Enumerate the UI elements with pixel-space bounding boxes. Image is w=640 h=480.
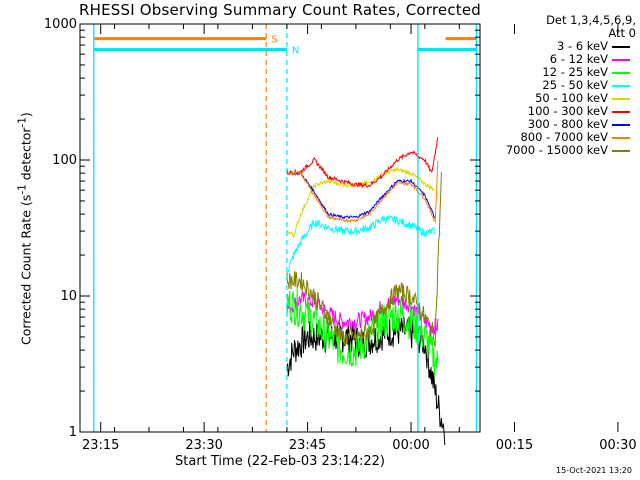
y-tick-label-2: 10 <box>60 289 77 304</box>
legend-entry-label: 25 - 50 keV <box>542 78 608 92</box>
legend-entry-swatch <box>612 98 630 100</box>
x-tick-label-2: 23:30 <box>185 438 222 453</box>
legend-entry-label: 50 - 100 keV <box>535 91 608 105</box>
x-tick-label-6: 00:30 <box>599 438 636 453</box>
marker-label-s: S <box>271 35 277 46</box>
legend-entry-2: 6 - 12 keV <box>478 53 636 66</box>
legend-entry-swatch <box>612 111 630 113</box>
y-tick-label-3: 100 <box>52 153 77 168</box>
legend-entry-8: 800 - 7000 keV <box>478 131 636 144</box>
x-tick-label-1: 23:15 <box>82 438 119 453</box>
legend-entry-swatch <box>612 85 630 87</box>
series-trace-2 <box>286 290 439 335</box>
legend-entry-label: 12 - 25 keV <box>542 65 608 79</box>
legend-entry-swatch <box>612 46 630 48</box>
legend-entry-label: 7000 - 15000 keV <box>505 143 608 157</box>
legend-entry-swatch <box>612 124 630 126</box>
timestamp-footer: 15-Oct-2021 13:20 <box>556 466 632 475</box>
x-tick-label-4: 00:00 <box>392 438 429 453</box>
legend-entry-swatch <box>612 59 630 61</box>
y-tick-label-4: 1000 <box>44 17 77 32</box>
legend-entry-6: 100 - 300 keV <box>478 105 636 118</box>
series-trace-3 <box>286 288 439 377</box>
legend-header-line-2: Att 0 <box>608 26 636 40</box>
series-trace-9 <box>286 172 442 348</box>
legend-entry-4: 25 - 50 keV <box>478 79 636 92</box>
legend: Det 1,3,4,5,6,9, Att 0 3 - 6 keV 6 - 12 k… <box>478 14 636 157</box>
x-axis-label: Start Time (22-Feb-03 23:14:22) <box>175 454 385 469</box>
x-tick-label-5: 00:15 <box>496 438 533 453</box>
marker-label-n: N <box>292 45 299 56</box>
legend-entry-swatch <box>612 72 630 74</box>
legend-entry-label: 6 - 12 keV <box>549 52 608 66</box>
legend-entry-3: 12 - 25 keV <box>478 66 636 79</box>
series-trace-6 <box>286 136 439 189</box>
legend-header-line-1: Det 1,3,4,5,6,9, <box>546 13 636 27</box>
series-trace-4 <box>286 214 435 275</box>
legend-entry-swatch <box>612 137 630 139</box>
legend-entry-swatch <box>612 150 630 152</box>
chart-title: RHESSI Observing Summary Count Rates, Co… <box>78 1 481 19</box>
legend-entry-7: 300 - 800 keV <box>478 118 636 131</box>
plot-frame <box>79 23 481 433</box>
legend-entry-label: 100 - 300 keV <box>527 104 608 118</box>
legend-entry-label: 300 - 800 keV <box>527 117 608 131</box>
x-tick-label-3: 23:45 <box>289 438 326 453</box>
series-trace-7 <box>286 171 435 220</box>
legend-entry-5: 50 - 100 keV <box>478 92 636 105</box>
legend-entry-9: 7000 - 15000 keV <box>478 144 636 157</box>
legend-entries: 3 - 6 keV 6 - 12 keV 12 - 25 keV 25 - 50 ke… <box>478 40 636 157</box>
series-trace-8 <box>286 160 439 224</box>
legend-entry-1: 3 - 6 keV <box>478 40 636 53</box>
y-tick-label-1: 1 <box>69 425 77 440</box>
legend-entry-label: 800 - 7000 keV <box>520 130 608 144</box>
legend-entry-label: 3 - 6 keV <box>557 39 608 53</box>
